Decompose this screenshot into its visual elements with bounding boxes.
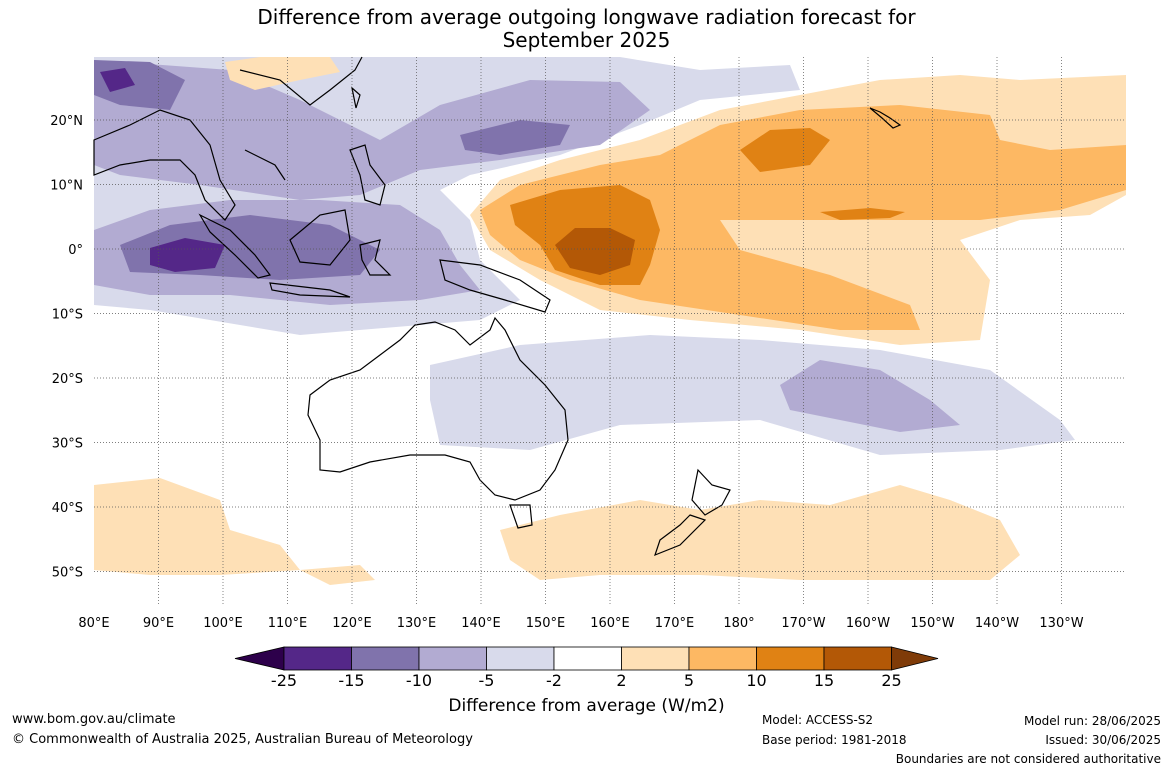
longitude-tick-label: 120°E [332,616,372,631]
longitude-tick-label: 170°E [655,616,695,631]
chart-title-line-2: September 2025 [502,28,671,52]
se-asia-outline [93,109,236,221]
graticule [94,57,1126,604]
colorbar-swatch [756,646,825,671]
longitude-tick-label: 130°E [397,616,437,631]
colorbar-tick-label: -2 [546,671,562,690]
anomaly-region-weak-positive-nw [225,57,340,90]
colorbar-swatch [688,646,757,671]
colorbar-swatch [418,646,487,671]
longitude-tick-label: 160°E [590,616,630,631]
colorbar-tick-label: -25 [270,671,298,690]
source-url[interactable]: www.bom.gov.au/climate [12,712,176,727]
latitude-tick-label: 50°S [52,566,83,581]
longitude-tick-label: 90°E [143,616,174,631]
latitude-tick-label: 10°S [52,308,83,323]
sulawesi-outline [359,239,392,276]
colorbar-swatch [621,646,690,671]
colorbar-tick-label: 5 [683,671,695,690]
anomaly-region-weak-positive-south-patch [300,565,375,585]
anomaly-shading [94,57,1126,585]
new-zealand-outline [654,468,731,557]
longitude-tick-label: 170°W [781,616,825,631]
colorbar-extend-high [891,646,939,671]
anomaly-region-very-strong-negative-north [100,68,135,92]
chart-title-line-1: Difference from average outgoing longwav… [257,5,916,29]
colorbar-tick-label: -15 [338,671,365,690]
anomaly-region-strong-negative-scs [460,120,570,155]
longitude-tick-label: 100°E [203,616,243,631]
sumatra-outline [198,213,272,279]
colorbar-tick-label: 25 [881,671,902,690]
borneo-outline [289,209,351,266]
latitude-tick-label: 20°N [50,114,83,129]
anomaly-region-weak-positive-southwest [94,478,300,575]
colorbar-swatch [351,646,420,671]
colorbar-swatch [823,646,892,671]
latitude-tick-label: 0° [68,243,83,258]
anomaly-region-strong-positive-north [740,128,830,172]
latitude-tick-label: 30°S [52,437,83,452]
longitude-tick-label: 80°E [78,616,109,631]
colorbar-swatch [553,646,622,671]
anomaly-region-moderate-negative-south [780,360,960,432]
model-name: Model: ACCESS-S2 [762,713,874,727]
longitude-tick-labels: 80°E 90°E 100°E 110°E 120°E 130°E 140°E 150°E 16… [78,616,1083,631]
longitude-tick-label: 150°W [910,616,954,631]
new-guinea-outline [439,259,551,313]
model-run-date: Model run: 28/06/2025 [1023,714,1161,728]
tasmania-outline [509,504,533,529]
longitude-tick-label: 180° [723,616,754,631]
colorbar-tick-label: -10 [405,671,433,690]
colorbar-title: Difference from average (W/m2) [448,696,725,716]
latitude-tick-label: 10°N [50,179,83,194]
longitude-tick-label: 150°E [526,616,566,631]
base-period: Base period: 1981-2018 [762,733,907,747]
australia-outline [307,316,569,501]
hawaii-outline [869,107,902,129]
anomaly-region-very-strong-negative-indian [150,238,225,272]
java-outline [269,282,351,298]
anomaly-region-very-strong-positive-pacific [555,228,635,275]
colorbar-tick-label: -5 [478,671,495,690]
colorbar-swatch [283,646,352,671]
colorbar-tick-label: 15 [813,671,835,690]
anomaly-region-weak-positive-southeast [500,485,1020,580]
colorbar-swatch [486,646,555,671]
philippines-outline [349,144,386,206]
colorbar-tick-label: 10 [746,671,767,690]
taiwan-outline [351,86,361,109]
copyright-notice: © Commonwealth of Australia 2025, Austra… [12,732,473,747]
land-outlines [93,56,902,557]
colorbar [234,646,939,671]
latitude-tick-labels: 20°N 10°N 0° 10°S 20°S 30°S 40°S 50°S [50,114,83,581]
latitude-tick-label: 40°S [52,501,83,516]
issued-date: Issued: 30/06/2025 [1045,733,1161,747]
latitude-tick-label: 20°S [52,372,83,387]
anomaly-region-strong-positive-band [820,208,905,220]
anomaly-region-moderate-negative-north [94,60,650,200]
longitude-tick-label: 140°W [975,616,1019,631]
colorbar-tick-label: 2 [616,671,627,690]
longitude-tick-label: 140°E [461,616,501,631]
colorbar-extend-low [234,646,285,671]
longitude-tick-label: 130°W [1039,616,1083,631]
china-coast-outline [239,56,363,181]
boundary-disclaimer: Boundaries are not considered authoritat… [895,752,1161,766]
longitude-tick-label: 110°E [268,616,308,631]
longitude-tick-label: 160°W [846,616,890,631]
